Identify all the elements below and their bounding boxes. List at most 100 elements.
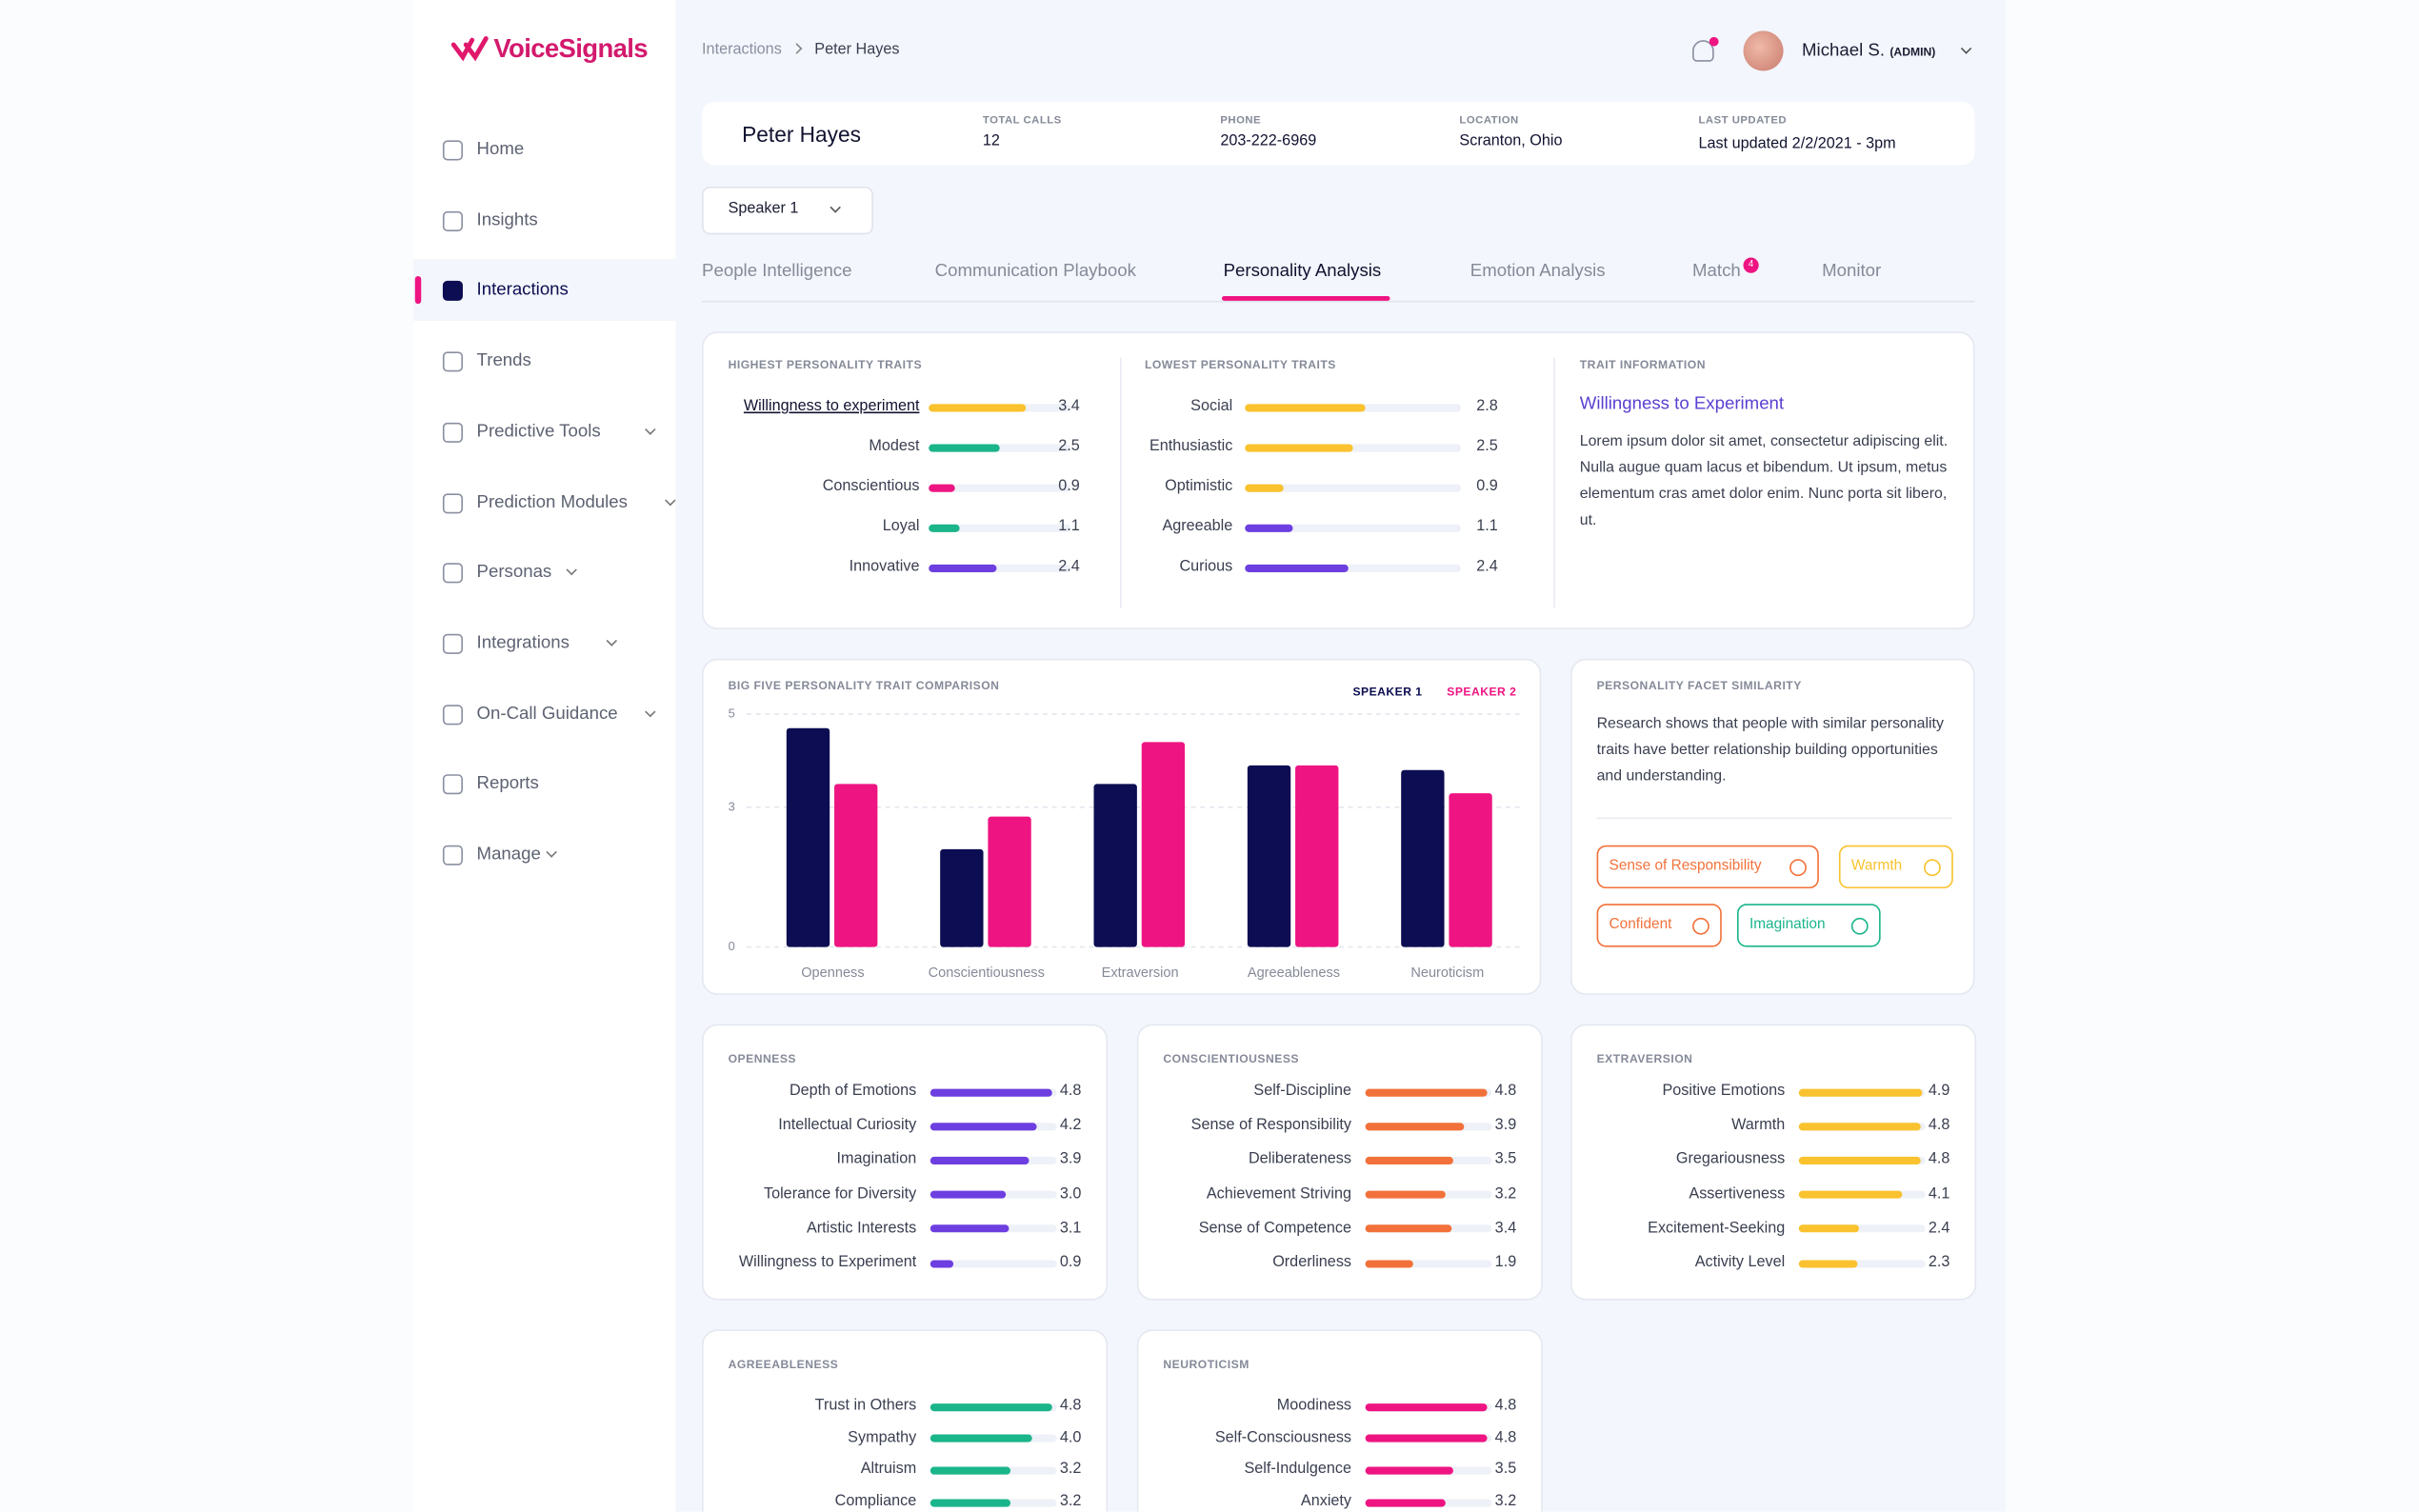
trait-label: Compliance (834, 1493, 917, 1511)
bar (930, 1466, 1011, 1475)
nav-item[interactable]: Insights (476, 210, 538, 230)
bar (1798, 1122, 1921, 1130)
tab-badge: 4 (1743, 257, 1759, 273)
trait-value: 4.1 (1928, 1185, 1950, 1203)
tab[interactable]: Emotion Analysis (1469, 262, 1606, 281)
tab[interactable]: People Intelligence (702, 262, 852, 281)
speaker-select[interactable] (702, 187, 873, 235)
nav-item[interactable]: Interactions (476, 280, 569, 300)
info-icon (1924, 859, 1941, 877)
trait-value: 3.1 (1059, 1220, 1082, 1237)
bar-track (1365, 1259, 1492, 1267)
trait-value: 4.8 (1494, 1429, 1517, 1446)
tabs-divider (702, 300, 1975, 303)
bar (1365, 1190, 1447, 1199)
bar (930, 1190, 1007, 1199)
trait-label: Achievement Striving (1206, 1185, 1352, 1203)
bar (1798, 1190, 1903, 1199)
trait-label: Social (1190, 397, 1233, 415)
bar-track (1798, 1224, 1926, 1233)
trait-value: 0.9 (1058, 478, 1080, 495)
nav-icon (442, 422, 463, 443)
trait-label: Loyal (882, 518, 920, 536)
tab[interactable]: Communication Playbook (934, 262, 1136, 281)
bar (1365, 1498, 1447, 1506)
trait-label: Optimistic (1165, 478, 1233, 495)
trait-label: Assertiveness (1689, 1185, 1786, 1203)
trait-value: 1.1 (1058, 518, 1080, 536)
bar (929, 523, 960, 532)
trait-value: 4.8 (1494, 1083, 1517, 1100)
bar (1245, 564, 1349, 572)
trait-label: Moodiness (1276, 1397, 1352, 1415)
info-icon (1850, 917, 1869, 935)
bar (1245, 483, 1285, 491)
notification-bell[interactable] (1692, 40, 1714, 62)
trait-value: 3.2 (1059, 1461, 1082, 1479)
bar (1365, 1156, 1454, 1164)
section-title: CONSCIENTIOUSNESS (1163, 1051, 1300, 1066)
trait-label: Intellectual Curiosity (778, 1117, 917, 1134)
nav-item[interactable]: Prediction Modules (476, 493, 628, 512)
trait-label: Trust in Others (814, 1397, 917, 1415)
trait-label: Altruism (860, 1461, 917, 1479)
nav-item[interactable]: Home (476, 140, 525, 159)
user-name[interactable]: Michael S. (1802, 41, 1886, 61)
trait-label: Deliberateness (1248, 1151, 1352, 1168)
trait-label: Anxiety (1300, 1493, 1352, 1511)
nav-icon (442, 563, 463, 584)
trait-heading: Willingness to Experiment (1579, 394, 1785, 414)
trait-value: 4.8 (1928, 1151, 1950, 1168)
trait-value: 4.0 (1059, 1429, 1082, 1446)
trait-value: 3.5 (1494, 1151, 1517, 1168)
bar-track (1798, 1259, 1926, 1267)
bar-track (929, 564, 1071, 572)
nav-icon (442, 633, 463, 654)
nav-item[interactable]: Reports (476, 774, 539, 793)
nav-item[interactable]: Manage (476, 845, 541, 865)
trait-value: 3.9 (1059, 1151, 1082, 1168)
nav-item[interactable]: Integrations (476, 633, 570, 653)
brand: VoiceSignals (493, 33, 648, 64)
nav-item[interactable]: Personas (476, 563, 552, 582)
facet-tag-label: Warmth (1850, 857, 1903, 875)
tab[interactable]: Match (1692, 262, 1741, 281)
trait-label: Warmth (1731, 1117, 1786, 1134)
traits-card (702, 331, 1975, 629)
nav-item[interactable]: Predictive Tools (476, 422, 601, 442)
nav-item[interactable]: On-Call Guidance (476, 705, 618, 724)
bar (1798, 1259, 1857, 1267)
bar (929, 483, 954, 491)
breadcrumb-item[interactable]: Interactions (702, 41, 782, 59)
trait-value: 3.2 (1059, 1493, 1082, 1511)
bar (1245, 443, 1353, 451)
bar (1365, 1466, 1454, 1475)
bar (1365, 1087, 1488, 1096)
bar (1365, 1403, 1488, 1411)
field-value: Scranton, Ohio (1459, 132, 1563, 150)
bar (1365, 1434, 1488, 1442)
tab[interactable]: Monitor (1822, 262, 1882, 281)
bar (1365, 1259, 1414, 1267)
nav-icon (442, 280, 463, 301)
bar (930, 1259, 953, 1267)
field-value: 12 (982, 132, 1000, 150)
trait-label: Artistic Interests (806, 1220, 917, 1237)
bar-track (929, 523, 1071, 532)
sidebar (413, 0, 676, 1512)
facet-tag: Imagination (1737, 904, 1881, 947)
tab[interactable]: Personality Analysis (1223, 262, 1382, 281)
facet-tag: Sense of Responsibility (1596, 845, 1819, 889)
bar (930, 1434, 1032, 1442)
trait-value: 1.1 (1476, 518, 1498, 536)
trait-value: 2.4 (1476, 558, 1498, 576)
bar (1245, 523, 1293, 532)
trait-label: Conscientious (822, 478, 920, 495)
avatar[interactable] (1743, 30, 1784, 71)
bar (930, 1403, 1052, 1411)
nav-item[interactable]: Trends (476, 351, 531, 370)
trait-value: 2.5 (1058, 438, 1080, 455)
trait-value: 0.9 (1476, 478, 1498, 495)
nav-icon (442, 210, 463, 231)
